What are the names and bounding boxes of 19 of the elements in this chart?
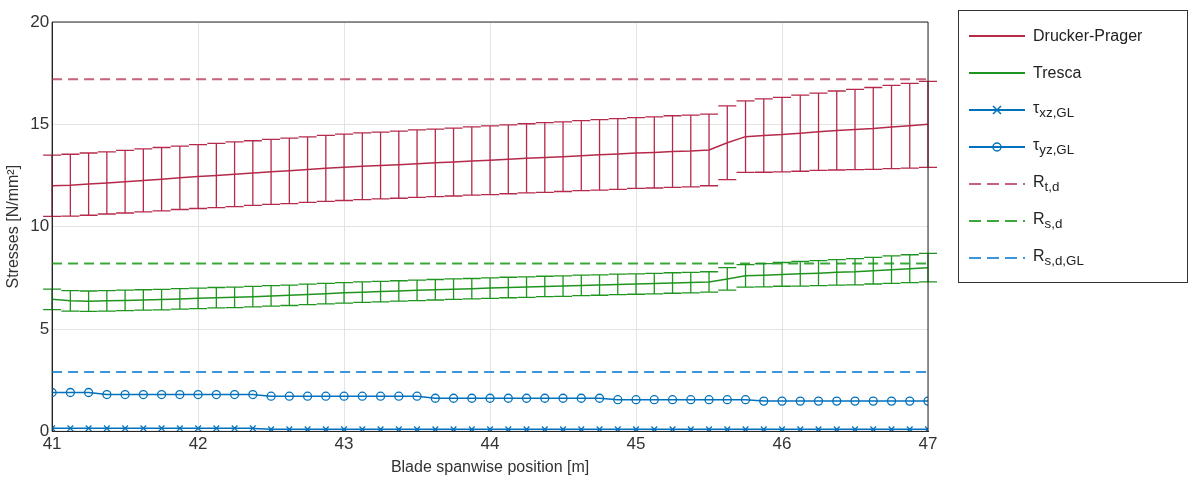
y-tick-label: 20 <box>30 11 50 31</box>
y-tick-label: 15 <box>30 114 50 134</box>
y-axis-title: Stresses [N/mm²] <box>4 164 22 289</box>
legend-label: R$_{s,d,GL}$ <box>1033 246 1084 269</box>
legend-label: τ$_{yz,GL}$ <box>1033 135 1075 158</box>
legend-label: R$_{t,d}$ <box>1033 172 1060 195</box>
x-tick-label: 46 <box>772 434 792 454</box>
x-tick-label: 47 <box>918 434 938 454</box>
x-tick-label: 45 <box>626 434 646 454</box>
legend-label: τ$_{xz,GL}$ <box>1033 98 1075 121</box>
x-tick-label: 42 <box>188 434 208 454</box>
x-tick-label: 43 <box>334 434 354 454</box>
y-tick-label: 10 <box>30 216 50 236</box>
legend-label: Tresca <box>1033 63 1082 82</box>
x-tick-label: 44 <box>480 434 500 454</box>
y-tick-label: 5 <box>39 318 50 338</box>
x-axis-title: Blade spanwise position [m] <box>390 457 590 475</box>
legend-label: R$_{s,d}$ <box>1033 209 1063 232</box>
legend-label: Drucker-Prager <box>1033 26 1143 45</box>
